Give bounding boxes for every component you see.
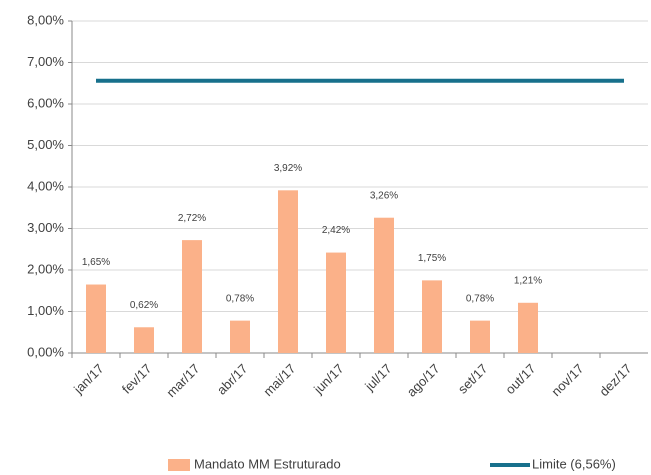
x-tick-label: jul/17 [361,361,394,394]
bar [134,327,154,353]
y-tick-label: 5,00% [27,137,64,152]
x-tick-label: abr/17 [214,361,251,398]
value-label: 3,92% [274,163,302,174]
bar [518,302,538,353]
y-tick-label: 1,00% [27,303,64,318]
legend-label: Limite (6,56%) [532,456,616,471]
value-label: 3,26% [370,190,398,201]
y-tick-label: 0,00% [27,344,64,359]
legend-label: Mandato MM Estruturado [194,456,341,471]
value-label: 0,62% [130,300,158,311]
x-tick-label: fev/17 [119,361,155,397]
value-label: 1,65% [82,257,110,268]
x-tick-label: nov/17 [548,361,586,399]
value-label: 0,78% [226,293,254,304]
x-tick-label: mar/17 [163,361,202,400]
bar [230,320,250,353]
bar [374,217,394,353]
x-tick-label: out/17 [502,361,538,397]
y-tick-label: 7,00% [27,54,64,69]
y-tick-label: 3,00% [27,220,64,235]
x-tick-label: jan/17 [70,361,106,397]
bar [470,320,490,353]
value-label: 1,75% [418,253,446,264]
y-tick-label: 2,00% [27,261,64,276]
x-tick-label: mai/17 [260,361,298,399]
value-label: 2,42% [322,225,350,236]
bar [86,284,106,353]
x-tick-label: ago/17 [404,361,443,400]
value-label: 2,72% [178,213,206,224]
bar [182,240,202,353]
bar [326,252,346,353]
x-tick-label: set/17 [455,361,491,397]
legend-swatch [168,459,190,471]
value-label: 1,21% [514,275,542,286]
y-tick-label: 6,00% [27,95,64,110]
bar [278,190,298,353]
value-label: 0,78% [466,293,494,304]
y-tick-label: 4,00% [27,178,64,193]
y-tick-label: 8,00% [27,12,64,27]
x-tick-label: jun/17 [310,361,346,397]
x-tick-label: dez/17 [596,361,634,399]
bar [422,280,442,353]
